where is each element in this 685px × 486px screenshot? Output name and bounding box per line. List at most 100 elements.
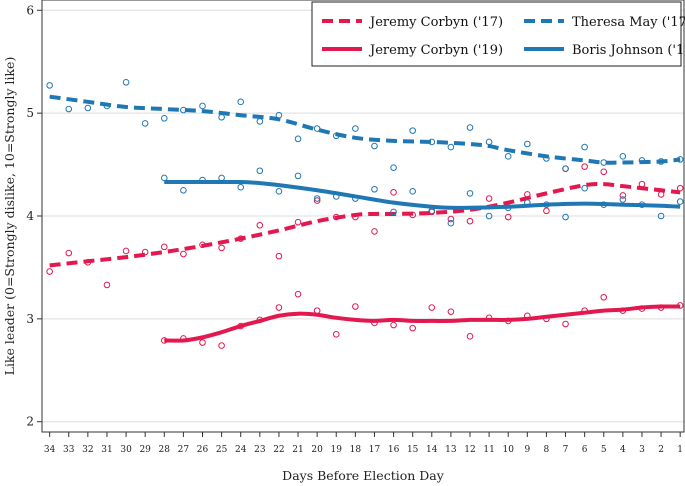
point-jeremy-corbyn-17-day-27 [180, 250, 187, 258]
series-lines [49, 94, 681, 343]
point-boris-johnson-19-day-17 [371, 185, 378, 193]
point-theresa-may-17-day-23 [256, 118, 264, 125]
point-jeremy-corbyn-17-day-29 [141, 248, 149, 256]
point-theresa-may-17-day-18 [352, 125, 359, 132]
point-jeremy-corbyn-19-day-28 [160, 337, 168, 344]
point-theresa-may-17-day-3 [638, 157, 646, 164]
legend-box [311, 1, 682, 67]
point-boris-johnson-19-day-24 [237, 183, 245, 191]
point-boris-johnson-19-day-18 [352, 195, 359, 202]
point-jeremy-corbyn-19-day-4 [619, 307, 627, 314]
x-tick-label-18: 18 [350, 445, 362, 455]
point-theresa-may-17-day-4 [619, 153, 627, 160]
point-boris-johnson-19-day-12 [466, 190, 474, 197]
point-theresa-may-17-day-5 [600, 159, 608, 166]
point-boris-johnson-19-day-9 [524, 199, 531, 206]
x-tick-label-30: 30 [120, 445, 132, 455]
point-jeremy-corbyn-17-day-28 [160, 243, 168, 251]
point-boris-johnson-19-day-6 [581, 184, 588, 192]
point-jeremy-corbyn-19-day-3 [638, 305, 646, 312]
point-theresa-may-17-day-20 [313, 125, 321, 132]
point-boris-johnson-19-day-13 [447, 219, 455, 227]
point-jeremy-corbyn-17-day-19 [332, 213, 340, 221]
point-jeremy-corbyn-19-day-13 [447, 308, 455, 315]
x-tick-label-19: 19 [331, 445, 343, 455]
point-theresa-may-17-day-12 [466, 124, 474, 131]
point-theresa-may-17-day-26 [199, 102, 206, 110]
x-tick-label-11: 11 [483, 445, 494, 455]
point-boris-johnson-19-day-3 [638, 201, 646, 208]
x-tick-label-1: 1 [677, 445, 683, 455]
point-theresa-may-17-day-11 [485, 138, 493, 146]
point-jeremy-corbyn-19-day-22 [275, 304, 283, 311]
y-axis-label: Like leader (0=Strongly dislike, 10=Stro… [2, 57, 17, 376]
point-theresa-may-17-day-1 [676, 156, 684, 163]
point-jeremy-corbyn-19-day-9 [524, 312, 531, 320]
point-theresa-may-17-day-17 [371, 142, 378, 150]
point-jeremy-corbyn-17-day-15 [409, 211, 416, 219]
point-jeremy-corbyn-17-day-21 [294, 218, 302, 226]
point-jeremy-corbyn-19-day-27 [180, 335, 187, 342]
point-jeremy-corbyn-19-day-19 [332, 330, 340, 338]
point-jeremy-corbyn-17-day-24 [237, 235, 245, 242]
point-boris-johnson-19-day-25 [218, 174, 225, 182]
point-boris-johnson-19-day-22 [275, 188, 283, 195]
point-theresa-may-17-day-2 [657, 158, 665, 165]
point-boris-johnson-19-day-5 [600, 201, 608, 208]
x-tick-label-12: 12 [464, 445, 475, 455]
data-points [46, 78, 684, 349]
x-tick-label-5: 5 [601, 445, 607, 455]
point-boris-johnson-19-day-28 [160, 174, 168, 182]
point-jeremy-corbyn-17-day-5 [600, 168, 608, 176]
legend-label-jeremy-corbyn-19: Jeremy Corbyn ('19) [368, 43, 503, 58]
point-boris-johnson-19-day-15 [409, 188, 416, 195]
point-jeremy-corbyn-19-day-16 [390, 321, 397, 329]
point-boris-johnson-19-day-1 [676, 198, 684, 205]
point-theresa-may-17-day-13 [447, 143, 455, 151]
point-theresa-may-17-day-33 [65, 105, 73, 113]
legend-label-theresa-may-17: Theresa May ('17) [572, 15, 685, 30]
x-axis-label: Days Before Election Day [282, 468, 445, 483]
point-jeremy-corbyn-17-day-23 [256, 221, 264, 229]
x-tick-label-23: 23 [254, 445, 266, 455]
point-theresa-may-17-day-6 [581, 143, 588, 151]
point-theresa-may-17-day-34 [46, 82, 53, 89]
point-jeremy-corbyn-17-day-9 [524, 191, 531, 198]
point-jeremy-corbyn-19-day-8 [543, 315, 550, 323]
x-tick-label-3: 3 [639, 445, 645, 455]
point-jeremy-corbyn-17-day-25 [218, 244, 225, 252]
x-tick-label-17: 17 [369, 445, 381, 455]
point-theresa-may-17-day-14 [428, 138, 436, 146]
x-tick-label-15: 15 [407, 445, 419, 455]
point-boris-johnson-19-day-26 [199, 176, 206, 184]
point-jeremy-corbyn-17-day-20 [313, 197, 321, 204]
point-boris-johnson-19-day-14 [428, 207, 436, 215]
y-tick-label-6: 6 [26, 3, 34, 17]
point-jeremy-corbyn-19-day-18 [352, 303, 359, 310]
point-jeremy-corbyn-19-day-1 [676, 302, 684, 309]
x-tick-label-20: 20 [311, 445, 323, 455]
point-jeremy-corbyn-19-day-5 [600, 293, 608, 301]
point-jeremy-corbyn-19-day-10 [504, 317, 512, 325]
point-boris-johnson-19-day-21 [294, 172, 302, 180]
y-tick-label-3: 3 [26, 312, 34, 326]
point-boris-johnson-19-day-23 [256, 167, 264, 175]
y-axis: 2 3 4 5 6 [26, 3, 42, 429]
point-jeremy-corbyn-17-day-33 [65, 249, 73, 257]
y-tick-label-5: 5 [26, 106, 34, 120]
point-jeremy-corbyn-19-day-20 [313, 307, 321, 314]
x-axis: 34 33 32 31 30 29 28 27 26 25 24 23 22 21 20 19 18 17 16 15… [44, 432, 683, 455]
point-theresa-may-17-day-31 [103, 102, 111, 110]
point-theresa-may-17-day-9 [524, 140, 531, 148]
point-jeremy-corbyn-17-day-10 [504, 213, 512, 221]
point-boris-johnson-19-day-20 [313, 195, 321, 202]
point-jeremy-corbyn-17-day-30 [122, 247, 130, 255]
point-jeremy-corbyn-17-day-12 [466, 217, 474, 225]
x-tick-label-9: 9 [524, 445, 530, 455]
x-tick-label-2: 2 [658, 445, 664, 455]
x-tick-label-32: 32 [82, 445, 93, 455]
point-jeremy-corbyn-17-day-34 [46, 268, 53, 275]
x-tick-label-21: 21 [292, 445, 303, 455]
